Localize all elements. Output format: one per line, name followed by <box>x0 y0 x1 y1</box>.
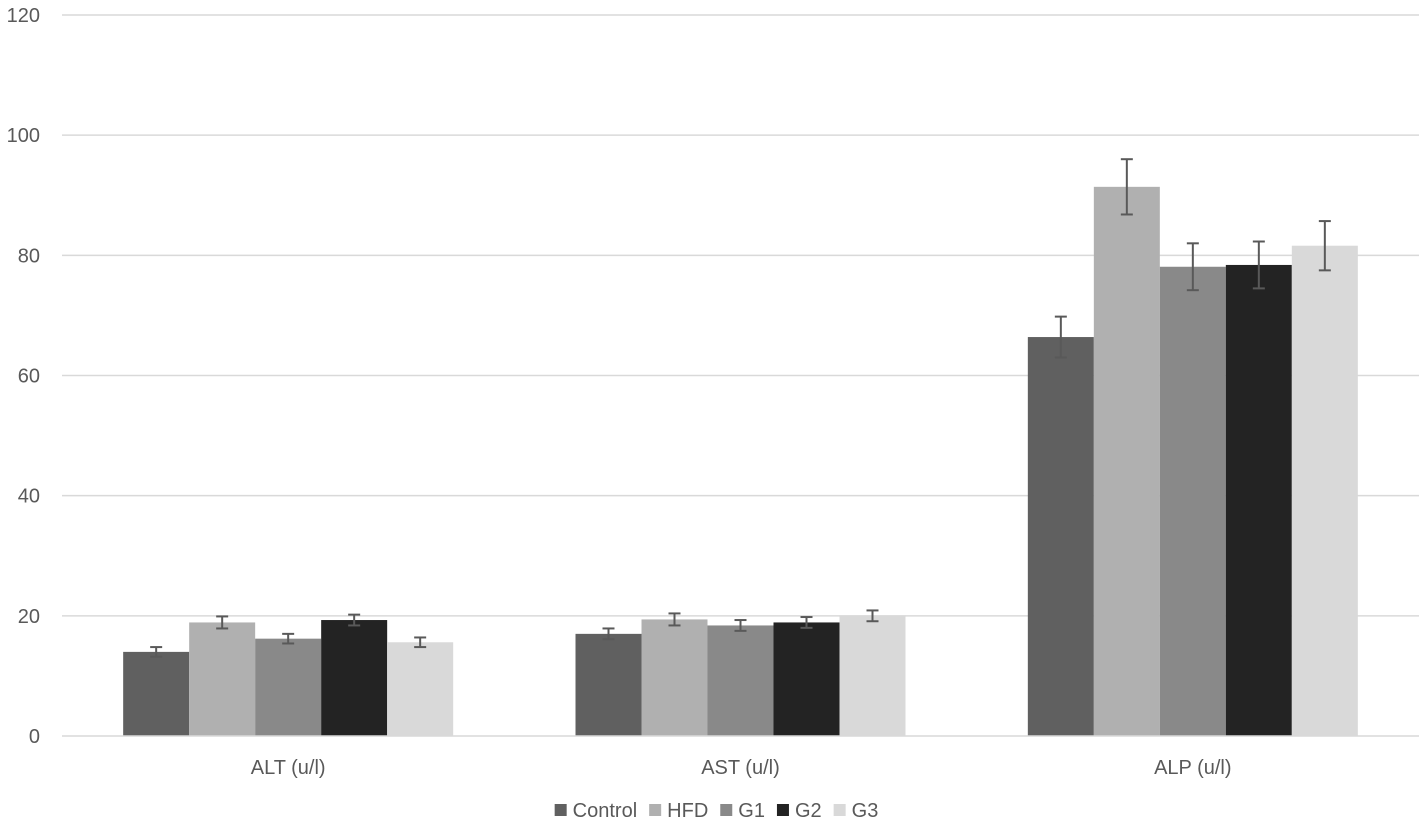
error-bar-g3-3 <box>1318 220 1331 272</box>
y-tick-label: 20 <box>18 606 40 628</box>
bar-g1-2 <box>707 625 774 736</box>
legend-label: Control <box>573 800 637 822</box>
legend-label: HFD <box>667 800 708 822</box>
error-bar-g2-1 <box>348 613 361 627</box>
error-bar-hfd-3 <box>1120 158 1133 216</box>
y-tick-label: 100 <box>7 125 40 147</box>
error-bar-hfd-2 <box>668 612 681 627</box>
bar-control-3 <box>1027 337 1094 736</box>
legend-swatch <box>649 804 662 816</box>
error-bar-g1-1 <box>282 632 295 645</box>
x-category-label: AST (u/l) <box>701 757 780 779</box>
error-bar-g2-3 <box>1252 240 1265 290</box>
legend-item-g2: G2 <box>776 800 822 822</box>
error-bar-g2-2 <box>800 616 813 629</box>
y-tick-label: 120 <box>7 5 40 27</box>
legend-swatch <box>720 804 733 816</box>
legend-swatch <box>833 804 846 816</box>
legend-item-g1: G1 <box>720 800 765 822</box>
error-bar-control-1 <box>150 646 163 658</box>
bar-g1-1 <box>255 638 322 736</box>
legend-swatch <box>554 804 567 816</box>
legend-swatch <box>776 804 789 816</box>
error-bar-g3-1 <box>414 636 427 649</box>
bar-hfd-1 <box>189 622 256 736</box>
legend-item-hfd: HFD <box>649 800 708 822</box>
x-category-label: ALP (u/l) <box>1154 757 1231 779</box>
legend-label: G2 <box>795 800 822 822</box>
error-bar-control-3 <box>1054 315 1067 359</box>
x-axis-category-labels: ALT (u/l) AST (u/l) ALP (u/l) <box>251 757 1232 779</box>
y-tick-label: 80 <box>18 245 40 267</box>
bar-g1-3 <box>1159 266 1226 736</box>
legend-item-control: Control <box>554 800 637 822</box>
bar-g2-3 <box>1225 264 1292 736</box>
legend: Control HFD G1 G2 G3 <box>554 800 879 822</box>
error-bar-g1-2 <box>734 619 747 632</box>
error-bar-control-2 <box>602 627 615 641</box>
bar-g2-2 <box>773 622 840 736</box>
x-category-label: ALT (u/l) <box>251 757 326 779</box>
bar-g3-3 <box>1291 245 1358 736</box>
bars <box>123 186 1358 737</box>
bar-hfd-2 <box>641 619 708 736</box>
y-tick-label: 40 <box>18 486 40 508</box>
legend-item-g3: G3 <box>833 800 879 822</box>
legend-label: G1 <box>738 800 765 822</box>
error-bars <box>150 158 1331 658</box>
legend-label: G3 <box>852 800 879 822</box>
bar-g3-2 <box>839 615 906 736</box>
y-axis-tick-labels: 0 20 40 60 80 100 120 <box>7 5 40 748</box>
bar-control-2 <box>575 633 642 736</box>
error-bar-hfd-1 <box>216 615 229 630</box>
y-tick-label: 0 <box>29 726 40 748</box>
error-bar-g1-3 <box>1186 242 1199 292</box>
bar-hfd-3 <box>1093 186 1160 737</box>
error-bar-g3-2 <box>866 609 879 623</box>
y-tick-label: 60 <box>18 366 40 388</box>
bar-g2-1 <box>321 620 388 736</box>
bar-g3-1 <box>387 642 454 736</box>
bar-control-1 <box>123 651 190 736</box>
